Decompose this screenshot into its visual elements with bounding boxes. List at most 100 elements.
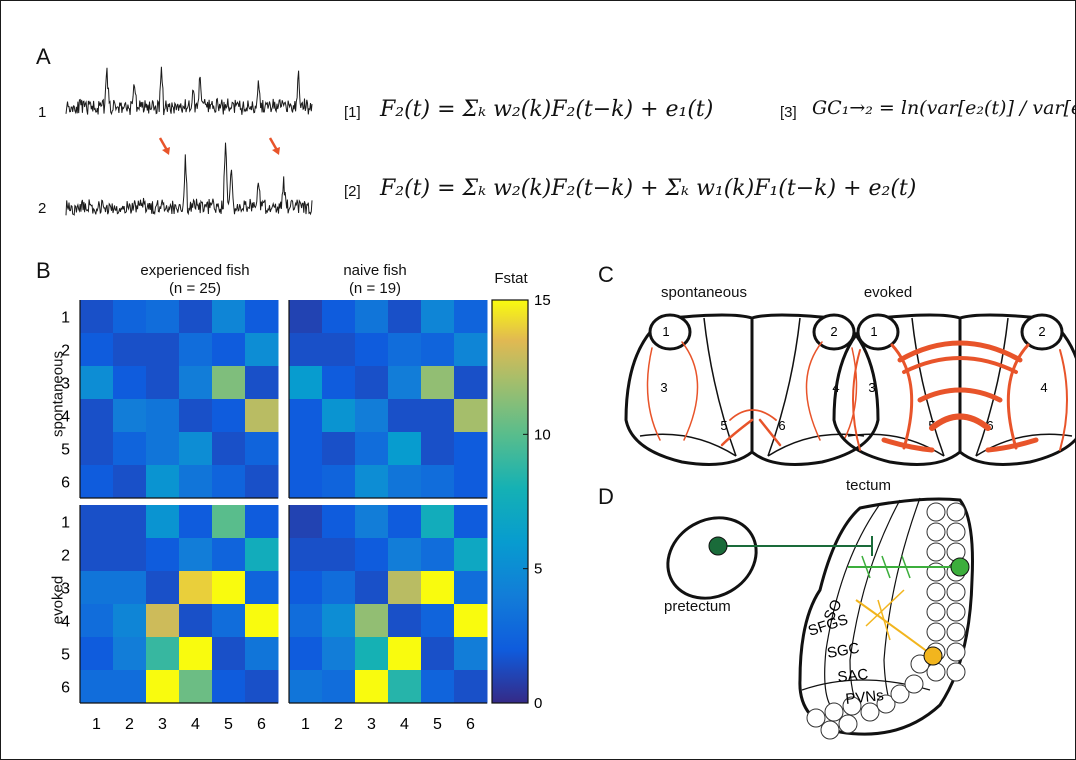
panel-letter-b: B: [36, 258, 51, 283]
heatmap-3-y-tick-4: 4: [61, 614, 70, 631]
heatmap-1-cell-r4-c6: [245, 399, 279, 433]
heatmap-1-cell-r4-c5: [212, 399, 246, 433]
region-label-3-evoked: 3: [868, 380, 875, 395]
heatmap-1-cell-r4-c4: [179, 399, 213, 433]
heatmap-4-cell-r1-c6: [454, 505, 488, 539]
heatmap-3-cell-r6-c5: [212, 670, 246, 704]
heatmap-4-x-tick-3: 3: [367, 716, 376, 733]
heatmap-3-x-tick-3: 3: [158, 716, 167, 733]
tectal-lobe-right-spontaneous: [750, 313, 880, 466]
heatmap-3-cell-r5-c4: [179, 637, 213, 671]
pretectal-neuron: [708, 536, 728, 556]
heatmap-1-cell-r6-c5: [212, 465, 246, 499]
heatmap-1-cell-r1-c1: [80, 300, 114, 334]
colorbar-tick-15: 15: [534, 292, 551, 309]
arrow-2-to-6-evoked: [1006, 343, 1030, 450]
heatmap-4-cell-r4-c2: [322, 604, 356, 638]
arrow-1-to-3-spont: [646, 347, 661, 441]
heatmap-3-cell-r1-c1: [80, 505, 114, 539]
heatmap-3-cell-r4-c4: [179, 604, 213, 638]
heatmap-1-cell-r2-c4: [179, 333, 213, 367]
heatmap-2-cell-r1-c1: [289, 300, 323, 334]
heatmap-4-cell-r4-c5: [421, 604, 455, 638]
heatmap-2-cell-r4-c5: [421, 399, 455, 433]
pvn-cell: [946, 582, 966, 602]
heatmap-2-cell-r2-c4: [388, 333, 422, 367]
heatmap-grid: 1 2 3 4 5 6 1 2 3 4 5 6 1 2 3 4 5 6 1 2 3 4 5 6 15 10 5 0: [61, 292, 551, 733]
heatmap-3-x-tick-6: 6: [257, 716, 266, 733]
heatmap-1-cell-r6-c2: [113, 465, 147, 499]
heatmap-2-cell-r4-c3: [355, 399, 389, 433]
heatmap-3-cell-r2-c3: [146, 538, 180, 572]
yellow-tectal-neuron: [923, 646, 943, 666]
heatmap-3-cell-r4-c2: [113, 604, 147, 638]
pvn-cell: [820, 720, 840, 740]
heatmap-3-cell-r6-c4: [179, 670, 213, 704]
heatmap-4-cell-r6-c5: [421, 670, 455, 704]
heatmap-3-cell-r6-c1: [80, 670, 114, 704]
green-tectal-neuron: [950, 557, 970, 577]
heatmap-2-cell-r2-c1: [289, 333, 323, 367]
pvn-cell: [946, 642, 966, 662]
heatmap-1-cell-r4-c2: [113, 399, 147, 433]
heatmap-3-cell-r2-c1: [80, 538, 114, 572]
heatmap-4-cell-r1-c1: [289, 505, 323, 539]
heatmap-4-cell-r2-c5: [421, 538, 455, 572]
arrow-2-1-evoked: [902, 356, 1018, 374]
heatmap-3-y-tick-3: 3: [61, 581, 70, 598]
heatmap-3-cell-r1-c6: [245, 505, 279, 539]
panel-letter-c: C: [598, 262, 614, 287]
pvn-cell: [904, 674, 924, 694]
green-neuron-branch-1: [861, 555, 871, 579]
heatmap-4-cell-r2-c6: [454, 538, 488, 572]
pretectum-outline: [666, 516, 758, 600]
heatmap-1-cell-r2-c1: [80, 333, 114, 367]
eq3-number: [3]: [780, 104, 797, 121]
pvn-cell: [926, 522, 946, 542]
heatmap-4-cell-r3-c5: [421, 571, 455, 605]
arrow-1-to-3-evoked: [852, 349, 861, 451]
heatmap-1-cell-r6-c3: [146, 465, 180, 499]
heatmap-1-cell-r1-c6: [245, 300, 279, 334]
heatmap-2-cell-r5-c2: [322, 432, 356, 466]
pvn-cell: [876, 694, 896, 714]
region-label-6-spontaneous: 6: [778, 418, 785, 433]
periventricular-right-evoked: [975, 433, 1073, 457]
arrow-2-to-6-spont: [805, 341, 823, 441]
heatmap-4-cell-r5-c2: [322, 637, 356, 671]
heatmap-3-cell-r5-c3: [146, 637, 180, 671]
col-title-naive-line1: naive fish: [343, 262, 407, 279]
heatmap-2-cell-r5-c1: [289, 432, 323, 466]
region-label-2-evoked: 2: [1038, 324, 1045, 339]
heatmap-3-cell-r3-c2: [113, 571, 147, 605]
heatmap-1-cell-r1-c4: [179, 300, 213, 334]
heatmap-2-cell-r5-c5: [421, 432, 455, 466]
heatmap-3-cell-r4-c6: [245, 604, 279, 638]
pvn-cell: [842, 696, 862, 716]
heatmap-4-x-tick-2: 2: [334, 716, 343, 733]
pvn-cell: [946, 522, 966, 542]
pvn-cell: [926, 582, 946, 602]
heatmap-1-cell-r2-c3: [146, 333, 180, 367]
equation-2: F₂(t) = Σₖ w₂(k)F₂(t−k) + Σₖ w₁(k)F₁(t−k…: [380, 176, 917, 201]
heatmap-3-cell-r1-c3: [146, 505, 180, 539]
heatmap-3-cell-r4-c1: [80, 604, 114, 638]
heatmap-4-cell-r3-c6: [454, 571, 488, 605]
tectal-layer-line-2: [849, 499, 901, 711]
arrow-2-to-4-evoked: [1059, 349, 1068, 451]
heatmap-2-cell-r3-c4: [388, 366, 422, 400]
heatmap-3-cell-r1-c5: [212, 505, 246, 539]
pretectum-left-evoked: [856, 313, 900, 351]
arrow-2-to-4-spont: [843, 347, 858, 441]
heatmap-2-cell-r4-c2: [322, 399, 356, 433]
tectum-label: tectum: [846, 477, 892, 494]
pretectum-label: pretectum: [664, 598, 731, 615]
pvn-cell: [946, 662, 966, 682]
tectal-layer-line-1: [824, 503, 881, 706]
heatmap-1-cell-r6-c1: [80, 465, 114, 499]
region-label-6-evoked: 6: [986, 418, 993, 433]
heatmap-2-cell-r6-c6: [454, 465, 488, 499]
heatmap-2-cell-r6-c2: [322, 465, 356, 499]
region-label-2-spontaneous: 2: [830, 324, 837, 339]
